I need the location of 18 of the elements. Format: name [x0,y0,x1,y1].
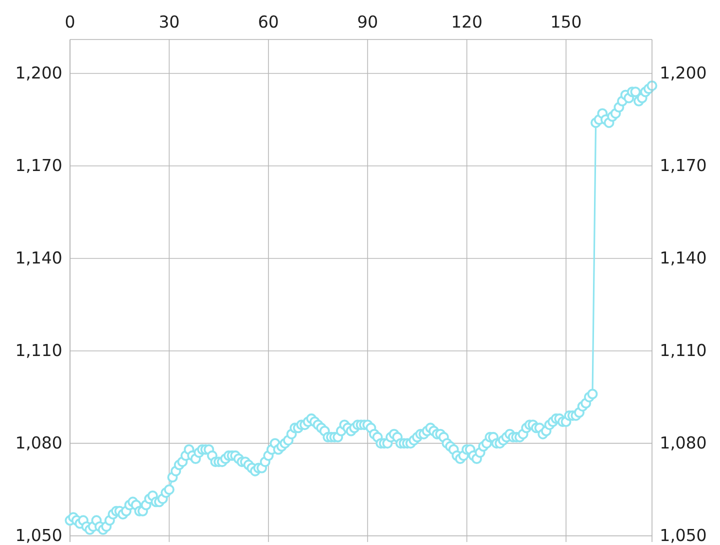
y2-tick-label: 1,080 [662,436,706,450]
y2-tick-label: 1,050 [662,528,706,543]
y2-tick-label: 1,200 [662,66,706,80]
y-tick-label: 1,080 [17,436,62,450]
x-tick-label: 30 [160,15,179,28]
y-tick-label: 1,200 [17,66,62,80]
x-tick-label: 120 [452,15,482,28]
x-tick-label: 150 [552,15,581,28]
x-tick-label: 90 [358,15,377,28]
x-tick-label: 60 [259,15,278,28]
y2-tick-label: 1,110 [662,344,706,358]
x-tick-label: 0 [66,15,74,28]
y-tick-label: 1,170 [17,158,62,173]
y-tick-label: 1,110 [17,344,62,358]
y-tick-label: 1,140 [17,251,62,266]
y-tick-label: 1,050 [17,528,62,543]
y2-tick-label: 1,140 [662,251,706,266]
y2-tick-label: 1,170 [662,158,706,173]
